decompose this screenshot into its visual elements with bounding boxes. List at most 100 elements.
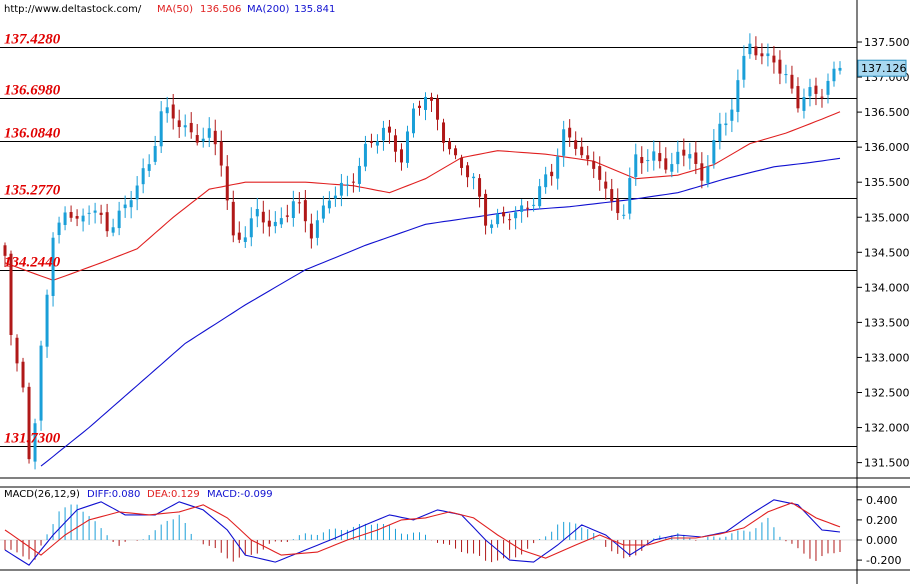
price-tick-label: 134.500 <box>864 246 910 259</box>
candle-up <box>363 143 367 167</box>
price-tick-label: 137.500 <box>864 36 910 49</box>
macd-dea-line <box>4 502 841 559</box>
candle-down <box>69 212 73 218</box>
candle-up <box>123 204 127 209</box>
candle-down <box>466 165 470 178</box>
price-tick-label: 132.500 <box>864 387 910 400</box>
candle-down <box>820 96 824 98</box>
current-price-label: 137.126 <box>861 62 907 75</box>
price-tick-label: 133.500 <box>864 316 910 329</box>
candle-up <box>538 186 542 207</box>
candle-up <box>243 237 247 242</box>
candle-up <box>784 73 788 76</box>
candle-up <box>345 184 349 186</box>
candle-up <box>111 227 115 233</box>
price-tick-label: 133.000 <box>864 351 910 364</box>
candle-up <box>676 151 680 165</box>
candle-down <box>267 220 271 227</box>
candle-up <box>670 164 674 172</box>
candle-down <box>760 53 764 57</box>
candle-down <box>454 148 458 156</box>
current-price-box <box>857 59 907 77</box>
price-tick-label: 136.000 <box>864 141 910 154</box>
candle-down <box>442 122 446 143</box>
candle-up <box>159 111 163 147</box>
site-url[interactable]: http://www.deltastock.com/ <box>4 4 142 15</box>
candle-down <box>604 181 608 189</box>
candle-up <box>712 140 716 164</box>
candle-down <box>105 212 109 232</box>
candle-down <box>75 216 79 219</box>
ma50-value: 136.506 <box>200 4 241 15</box>
candle-up <box>381 127 385 141</box>
candle-down <box>436 98 440 120</box>
candle-up <box>279 218 283 225</box>
candle-up <box>496 213 500 225</box>
candle-down <box>598 166 602 180</box>
candle-down <box>237 232 241 240</box>
macd-dea-label: DEA:0.129 <box>147 489 200 500</box>
candle-up <box>87 212 91 214</box>
candle-down <box>195 135 199 143</box>
candle-up <box>45 294 49 347</box>
candle-down <box>15 337 19 364</box>
candle-up <box>411 108 415 134</box>
candle-up <box>165 107 169 114</box>
candle-down <box>189 122 193 133</box>
candle-down <box>640 157 644 164</box>
candle-up <box>249 218 253 238</box>
candle-down <box>219 141 223 166</box>
candle-up <box>628 178 632 214</box>
level-label: 136.6980 <box>4 83 61 99</box>
candle-up <box>514 212 518 219</box>
price-tick-label: 134.000 <box>864 281 910 294</box>
candle-up <box>730 109 734 121</box>
candle-down <box>177 120 181 127</box>
candle-up <box>315 220 319 238</box>
candle-up <box>93 210 97 213</box>
candle-up <box>556 156 560 179</box>
level-label: 134.2440 <box>4 255 61 271</box>
candle-up <box>532 204 536 206</box>
candle-up <box>357 165 361 184</box>
candle-up <box>766 53 770 57</box>
price-tick-label: 135.500 <box>864 176 910 189</box>
candle-up <box>201 138 205 142</box>
price-tick-label: 135.000 <box>864 211 910 224</box>
candle-down <box>610 189 614 202</box>
candle-up <box>255 208 259 217</box>
candle-up <box>117 210 121 229</box>
candle-up <box>183 125 187 128</box>
candle-down <box>754 46 758 56</box>
candle-up <box>339 182 343 196</box>
candle-up <box>51 237 55 296</box>
candle-down <box>448 141 452 150</box>
candle-down <box>592 161 596 169</box>
macd-tick-label: 0.200 <box>866 514 898 527</box>
candle-up <box>424 96 428 110</box>
candle-up <box>291 201 295 219</box>
ma200-label: MA(200) <box>247 4 289 15</box>
candle-up <box>562 129 566 156</box>
candle-down <box>790 74 794 89</box>
candle-up <box>802 97 806 111</box>
candle-down <box>526 207 530 209</box>
candle-down <box>814 85 818 94</box>
candle-down <box>700 163 704 181</box>
candle-down <box>213 130 217 145</box>
candle-up <box>375 141 379 146</box>
candle-up <box>622 214 626 216</box>
candle-up <box>490 224 494 228</box>
candle-down <box>231 201 235 236</box>
candle-up <box>544 174 548 188</box>
candle-down <box>586 155 590 160</box>
candle-down <box>694 152 698 164</box>
level-label: 137.4280 <box>4 32 61 48</box>
candle-up <box>63 212 67 225</box>
candle-up <box>327 200 331 209</box>
candle-down <box>393 135 397 152</box>
candle-down <box>460 157 464 168</box>
candle-up <box>207 128 211 138</box>
candle-down <box>399 149 403 163</box>
